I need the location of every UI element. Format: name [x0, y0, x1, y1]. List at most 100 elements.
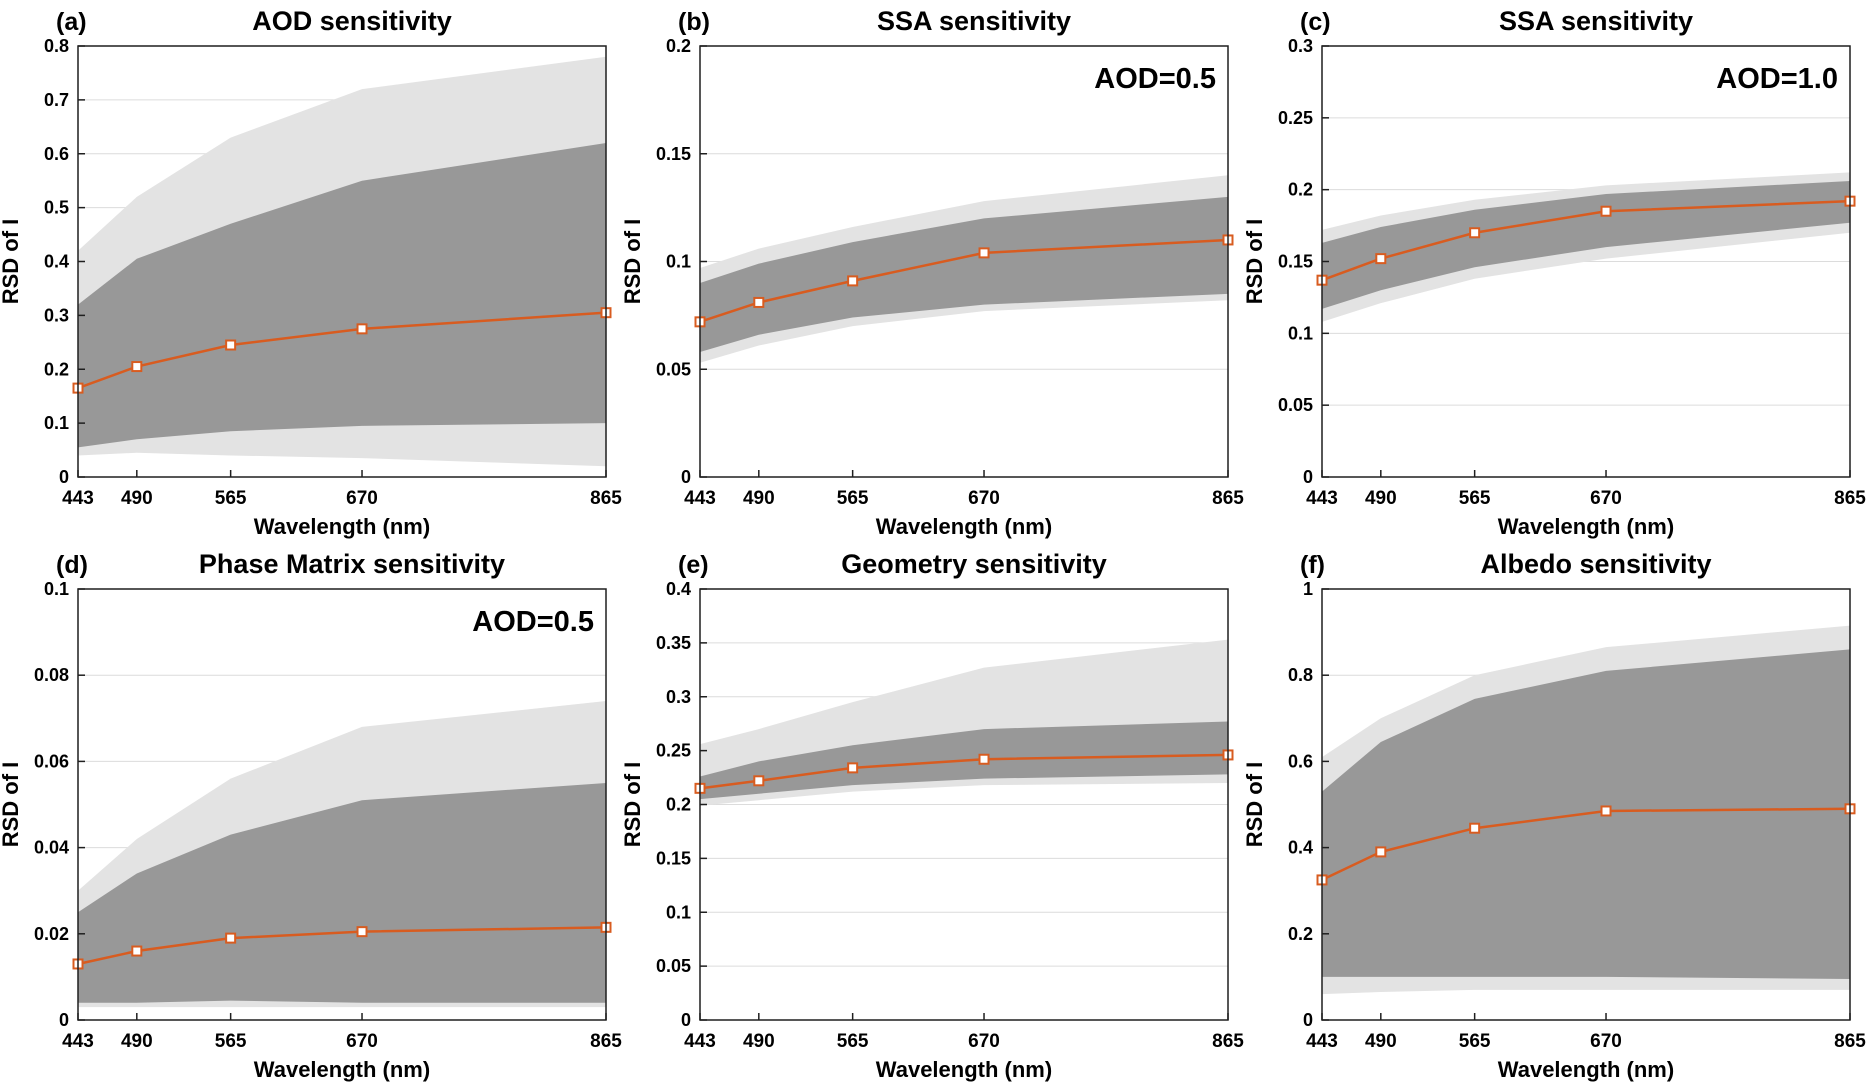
y-tick-label: 0.6	[44, 144, 69, 164]
chart-title: AOD sensitivity	[252, 6, 452, 36]
x-tick-label: 865	[1212, 488, 1244, 509]
x-tick-label: 490	[1365, 488, 1397, 509]
x-tick-label: 565	[1459, 1031, 1491, 1052]
square-marker	[847, 275, 859, 287]
x-tick-label: 565	[837, 1031, 869, 1052]
chart-svg: 443 490 565 670 865 0 0.05 0.1 0.15 0.2 0.25 0.3 Wav…	[1244, 0, 1866, 543]
x-tick-label: 443	[1306, 1031, 1338, 1052]
x-tick-label: 565	[1459, 488, 1491, 509]
y-tick-label: 0.15	[1278, 252, 1313, 272]
square-marker	[225, 932, 237, 944]
square-marker	[1469, 822, 1481, 834]
y-axis-label: RSD of I	[622, 219, 645, 305]
chart-title: SSA sensitivity	[1499, 6, 1693, 36]
panel-letter: (b)	[678, 8, 710, 36]
x-tick-label: 443	[684, 1031, 716, 1052]
y-tick-label: 0.2	[1288, 924, 1313, 944]
x-tick-label: 670	[968, 488, 1000, 509]
square-marker	[131, 945, 143, 957]
panel-c-ssa-sensitivity-aod10: 443 490 565 670 865 0 0.05 0.1 0.15 0.2 0.25 0.3 Wav…	[1244, 0, 1866, 543]
y-tick-label: 0.35	[656, 633, 691, 653]
x-tick-label: 565	[837, 488, 869, 509]
y-tick-label: 0.2	[1288, 180, 1313, 200]
panel-letter: (a)	[56, 8, 87, 36]
x-axis-label: Wavelength (nm)	[1498, 1057, 1674, 1082]
square-marker	[1600, 805, 1612, 817]
y-tick-label: 0.2	[666, 795, 691, 815]
y-tick-label: 0.3	[1288, 36, 1313, 56]
y-tick-label: 0.1	[666, 252, 691, 272]
y-tick-label: 0.1	[44, 579, 69, 599]
x-tick-label: 443	[684, 488, 716, 509]
aod-annotation: AOD=0.5	[1094, 63, 1216, 95]
y-tick-label: 0.05	[1278, 395, 1313, 415]
square-marker	[1469, 227, 1481, 239]
panel-letter: (c)	[1300, 8, 1331, 36]
inner-uncertainty-band	[78, 782, 606, 1003]
x-tick-label: 670	[346, 1031, 378, 1052]
chart-svg: 443 490 565 670 865 0 0.05 0.1 0.15 0.2 Wavelength…	[622, 0, 1244, 543]
square-marker	[978, 753, 990, 765]
y-tick-label: 0.04	[34, 838, 69, 858]
y-tick-label: 0.25	[1278, 108, 1313, 128]
x-tick-label: 865	[1212, 1031, 1244, 1052]
y-tick-label: 0.25	[656, 741, 691, 761]
x-tick-label: 565	[215, 1031, 247, 1052]
square-marker	[225, 339, 237, 351]
x-tick-label: 865	[590, 488, 622, 509]
chart-title: SSA sensitivity	[877, 6, 1071, 36]
x-tick-label: 490	[1365, 1031, 1397, 1052]
chart-title: Geometry sensitivity	[841, 549, 1107, 579]
chart-svg: 443 490 565 670 865 0 0.02 0.04 0.06 0.08 0.1 Wavel…	[0, 543, 622, 1086]
panel-letter: (f)	[1300, 551, 1325, 579]
x-tick-label: 670	[1590, 488, 1622, 509]
y-tick-label: 0.6	[1288, 751, 1313, 771]
y-axis-label: RSD of I	[622, 762, 645, 848]
y-tick-label: 0.3	[44, 305, 69, 325]
chart-title: Phase Matrix sensitivity	[199, 549, 505, 579]
y-tick-label: 0	[59, 1010, 69, 1030]
y-tick-label: 0.2	[44, 359, 69, 379]
y-tick-label: 0.7	[44, 90, 69, 110]
y-tick-label: 0	[59, 467, 69, 487]
x-tick-label: 670	[1590, 1031, 1622, 1052]
x-tick-label: 865	[590, 1031, 622, 1052]
y-axis-label: RSD of I	[0, 762, 23, 848]
y-tick-label: 0	[1303, 467, 1313, 487]
y-tick-label: 0.5	[44, 198, 69, 218]
square-marker	[847, 762, 859, 774]
y-tick-label: 0	[681, 1010, 691, 1030]
chart-svg: 443 490 565 670 865 0 0.2 0.4 0.6 0.8 1 Wavelength …	[1244, 543, 1866, 1086]
y-axis-label: RSD of I	[0, 219, 23, 305]
y-tick-label: 0.8	[44, 36, 69, 56]
inner-uncertainty-band	[78, 142, 606, 448]
x-tick-label: 490	[121, 488, 153, 509]
y-tick-label: 0.4	[1288, 838, 1313, 858]
aod-annotation: AOD=0.5	[472, 606, 594, 638]
panel-letter: (e)	[678, 551, 709, 579]
square-marker	[1375, 846, 1387, 858]
square-marker	[978, 247, 990, 259]
square-marker	[356, 323, 368, 335]
axes-box	[1321, 588, 1851, 1021]
square-marker	[753, 775, 765, 787]
y-tick-label: 0.02	[34, 924, 69, 944]
x-tick-label: 443	[62, 1031, 94, 1052]
y-tick-label: 0.4	[44, 252, 69, 272]
square-marker	[1375, 253, 1387, 265]
x-axis-label: Wavelength (nm)	[876, 1057, 1052, 1082]
y-tick-label: 0.8	[1288, 665, 1313, 685]
y-tick-label: 0.4	[666, 579, 691, 599]
x-axis-label: Wavelength (nm)	[1498, 514, 1674, 539]
x-tick-label: 490	[743, 488, 775, 509]
y-tick-label: 0.3	[666, 687, 691, 707]
y-tick-label: 0.05	[656, 359, 691, 379]
y-tick-label: 0.1	[1288, 323, 1313, 343]
y-tick-label: 1	[1303, 579, 1313, 599]
panel-d-phase-matrix-sensitivity: 443 490 565 670 865 0 0.02 0.04 0.06 0.08 0.1 Wavel…	[0, 543, 622, 1086]
x-axis-label: Wavelength (nm)	[254, 514, 430, 539]
y-tick-label: 0.06	[34, 751, 69, 771]
y-tick-label: 0.08	[34, 665, 69, 685]
chart-svg: 443 490 565 670 865 0 0.1 0.2 0.3 0.4 0.5 0.6 0.7 0.8…	[0, 0, 622, 543]
